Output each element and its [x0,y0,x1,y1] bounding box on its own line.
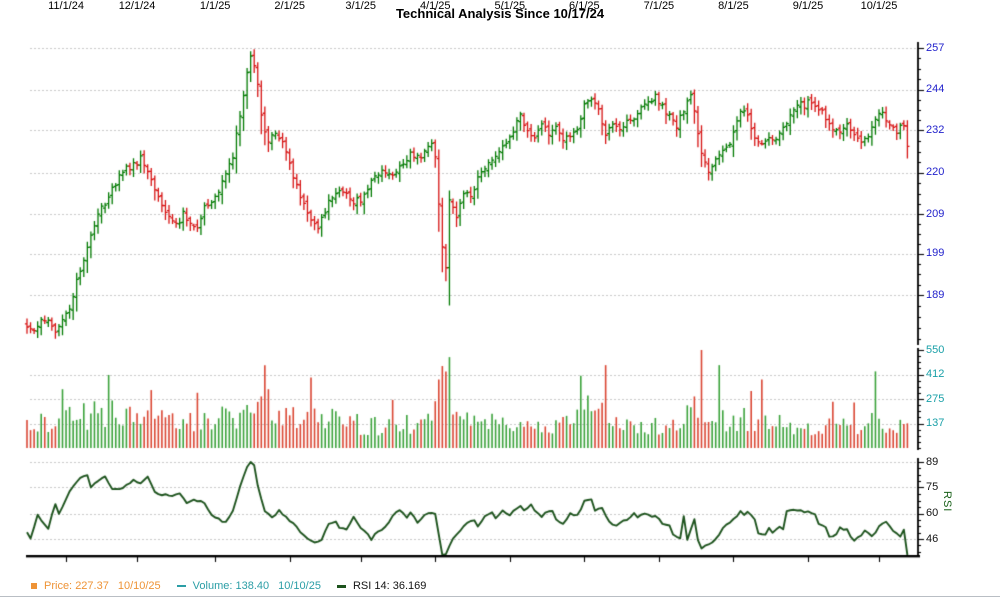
x-tick-label-8-1-25: 8/1/25 [718,0,749,12]
x-tick-label-9-1-25: 9/1/25 [792,0,824,12]
volume-legend-text: Volume: 138.40 10/10/25 [193,580,321,592]
price-tick-label-209: 209 [926,207,945,220]
rsi-tick-label-75: 75 [926,480,939,493]
x-tick-label-2-1-25: 2/1/25 [274,0,305,12]
x-tick-label-10-1-25: 10/1/25 [860,0,898,12]
price-tick-label-199: 199 [926,247,945,260]
price-legend-marker [31,583,37,589]
price-tick-label-232: 232 [926,123,945,136]
price-legend-text: Price: 227.37 10/10/25 [44,580,161,592]
rsi-tick-label-89: 89 [926,455,939,468]
rsi-legend-marker [336,584,346,588]
price-tick-label-189: 189 [926,288,945,301]
rsi-tick-label-46: 46 [926,532,939,545]
volume-legend-label: Volume: [192,580,233,592]
rsi-axis-title: RSI [941,491,953,513]
volume-tick-label-275: 275 [926,392,945,405]
x-tick-label-7-1-25: 7/1/25 [643,0,675,12]
price-legend-value: 227.37 [75,580,109,592]
price-tick-label-220: 220 [926,166,945,179]
rsi-tick-label-60: 60 [926,507,939,520]
chart-legend: Price: 227.37 10/10/25 Volume: 138.40 10/1… [31,578,442,594]
volume-legend-value: 138.40 [235,580,270,592]
price-legend-label: Price: [44,580,73,592]
price-legend-date: 10/10/25 [117,580,161,592]
volume-tick-label-550: 550 [926,343,945,356]
rsi-legend-text: RSI 14: 36.169 [353,580,426,592]
volume-legend-date: 10/10/25 [278,580,321,592]
rsi-legend-label: RSI 14: [352,580,390,592]
x-tick-label-5-1-25: 5/1/25 [494,0,526,12]
x-tick-label-1-1-25: 1/1/25 [199,0,231,12]
volume-tick-label-137: 137 [926,417,945,430]
price-legend: Price: 227.37 10/10/25 [31,580,161,592]
x-tick-label-11-1-24: 11/1/24 [48,0,84,12]
volume-legend: Volume: 138.40 10/10/25 [176,580,321,592]
x-tick-label-6-1-25: 6/1/25 [569,0,600,12]
rsi-legend-value: 36.169 [392,580,427,592]
x-tick-label-3-1-25: 3/1/25 [345,0,376,12]
price-tick-label-257: 257 [926,41,945,54]
rsi-legend: RSI 14: 36.169 [336,580,426,592]
x-tick-label-12-1-24: 12/1/24 [118,0,156,12]
x-tick-label-4-1-25: 4/1/25 [419,0,451,12]
price-tick-label-244: 244 [926,83,945,96]
chart-title: Technical Analysis Since 10/17/24 [395,6,605,21]
volume-tick-label-412: 412 [926,368,945,381]
volume-legend-marker [176,585,186,587]
bottom-divider [0,596,1000,597]
